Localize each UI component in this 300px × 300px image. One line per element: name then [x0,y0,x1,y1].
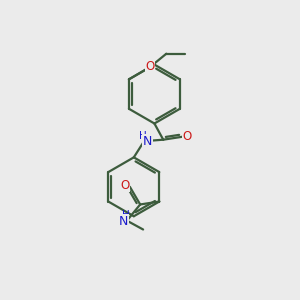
Text: O: O [182,130,191,143]
Text: O: O [146,61,155,74]
Text: N: N [119,215,128,228]
Text: H: H [122,210,129,220]
Text: N: N [143,135,152,148]
Text: O: O [120,179,129,192]
Text: H: H [139,131,146,141]
